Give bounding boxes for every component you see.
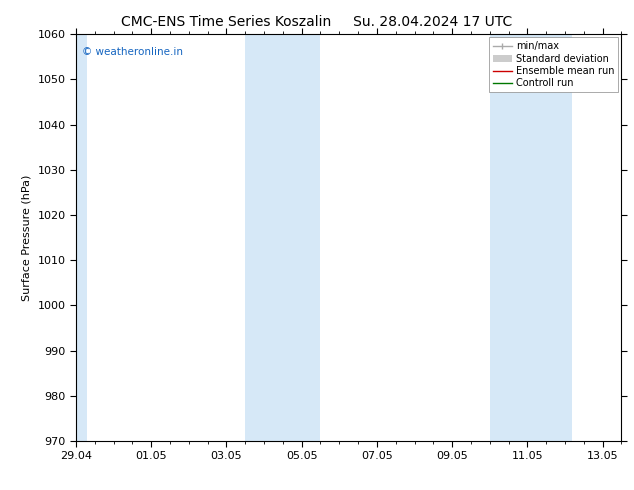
Legend: min/max, Standard deviation, Ensemble mean run, Controll run: min/max, Standard deviation, Ensemble me… <box>489 37 618 92</box>
Bar <box>76 34 87 441</box>
Bar <box>245 34 321 441</box>
Text: CMC-ENS Time Series Koszalin     Su. 28.04.2024 17 UTC: CMC-ENS Time Series Koszalin Su. 28.04.2… <box>121 15 513 29</box>
Y-axis label: Surface Pressure (hPa): Surface Pressure (hPa) <box>22 174 32 301</box>
Bar <box>489 34 573 441</box>
Text: © weatheronline.in: © weatheronline.in <box>82 47 183 56</box>
